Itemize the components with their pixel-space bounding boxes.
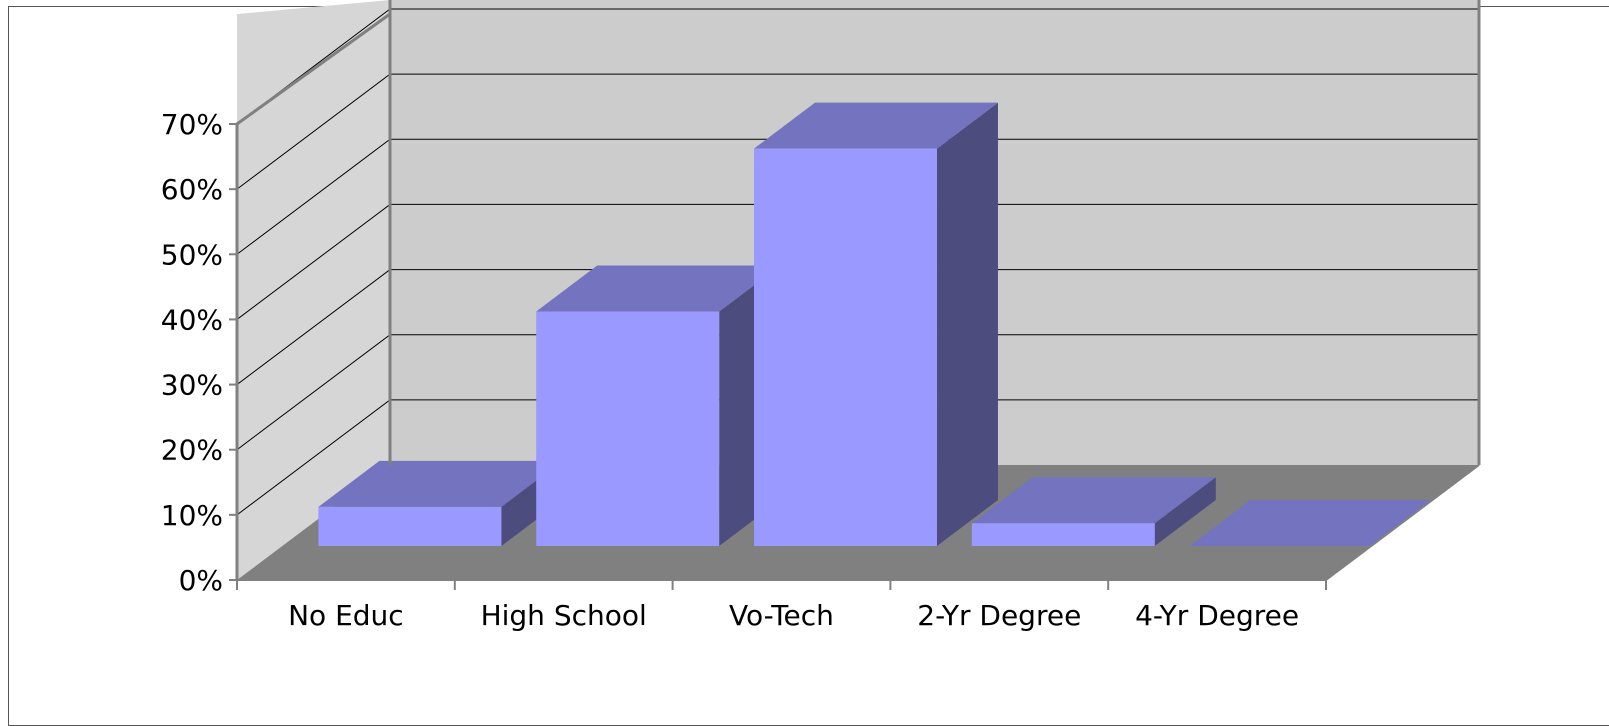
bar — [318, 506, 502, 546]
side-gridline — [236, 269, 391, 385]
x-axis-tick-labels: No Educ High School Vo-Tech 2-Yr Degree 4-Yr… — [288, 599, 1299, 632]
bar-top — [536, 265, 781, 312]
x-tick-label: Vo-Tech — [729, 599, 834, 632]
x-tick-label: No Educ — [288, 599, 404, 632]
x-tick-label: 4-Yr Degree — [1135, 599, 1299, 632]
y-tick-label: 20% — [161, 434, 223, 467]
side-gridline — [236, 138, 391, 255]
bar — [536, 311, 720, 546]
bar-top — [754, 102, 998, 149]
bar-side — [1154, 477, 1216, 546]
side-gridline — [236, 204, 391, 320]
side-gridline — [236, 334, 391, 451]
y-tick-label: 60% — [161, 173, 223, 206]
bar-side — [936, 102, 998, 546]
y-tick-label: 50% — [161, 238, 223, 271]
chart-axes — [229, 0, 1481, 590]
bar-top — [1189, 500, 1434, 546]
x-tick-label: High School — [481, 599, 647, 632]
y-axis-tick-labels: 0% 10% 20% 30% 40% 50% 60% 70% — [161, 108, 223, 597]
bar-top — [318, 460, 563, 507]
side-wall — [237, 0, 390, 580]
floor-right-edge — [1325, 464, 1480, 581]
side-wall-top-edge — [236, 12, 391, 126]
side-gridline — [236, 73, 391, 190]
y-tick-label: 40% — [161, 303, 223, 336]
x-tick-label: 2-Yr Degree — [917, 599, 1081, 632]
bar-chart: 0% 10% 20% 30% 40% 50% 60% 70% No Educ High Scho… — [161, 0, 1481, 632]
chart-bars — [318, 102, 1434, 546]
y-tick-label: 30% — [161, 369, 223, 402]
bar-top — [971, 477, 1216, 524]
bar — [754, 148, 937, 546]
side-gridline — [236, 399, 391, 516]
y-tick-label: 0% — [179, 564, 223, 597]
bar — [971, 523, 1155, 546]
y-tick-label: 70% — [161, 108, 223, 141]
y-tick-label: 10% — [161, 499, 223, 532]
